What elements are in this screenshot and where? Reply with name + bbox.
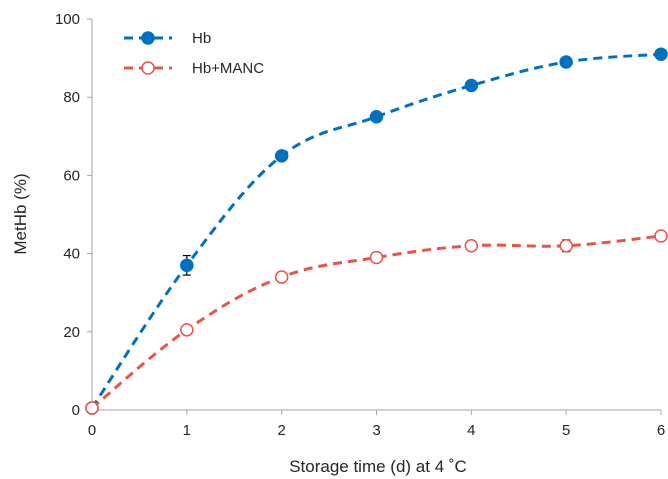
data-point xyxy=(654,229,668,243)
legend-marker xyxy=(141,31,155,45)
series-line xyxy=(90,52,662,409)
data-point xyxy=(274,270,289,284)
y-tick-label: 20 xyxy=(63,324,80,341)
data-point xyxy=(464,239,479,253)
y-tick-label: 0 xyxy=(72,402,80,419)
series-hb-manc xyxy=(85,229,668,415)
legend-label: Hb xyxy=(192,30,211,47)
legend-marker xyxy=(141,61,155,75)
x-axis-title: Storage time (d) at 4 ˚C xyxy=(289,457,467,476)
data-point xyxy=(180,258,194,273)
x-tick-label: 3 xyxy=(372,422,380,439)
x-tick-label: 4 xyxy=(467,422,475,439)
legend: Hb Hb+MANC xyxy=(124,30,264,77)
data-point xyxy=(85,401,99,415)
x-tick-label: 6 xyxy=(657,422,665,439)
data-point xyxy=(180,323,194,337)
x-tick-label: 1 xyxy=(183,422,191,439)
data-point xyxy=(369,250,384,265)
y-axis-title: MetHb (%) xyxy=(11,173,30,254)
series-hb xyxy=(85,47,668,415)
x-tick-label: 0 xyxy=(88,422,96,439)
x-tick-label: 2 xyxy=(277,422,285,439)
y-tick-label: 60 xyxy=(63,167,80,184)
series xyxy=(85,47,668,415)
data-point xyxy=(274,149,289,163)
data-point xyxy=(654,47,668,61)
y-tick-label: 100 xyxy=(55,11,80,28)
legend-label: Hb+MANC xyxy=(192,60,264,77)
data-point xyxy=(369,110,384,124)
y-tick-label: 80 xyxy=(63,89,80,106)
data-point xyxy=(464,78,479,93)
axes xyxy=(91,19,661,411)
data-point xyxy=(559,239,573,253)
data-point xyxy=(559,55,573,69)
x-tick-label: 5 xyxy=(562,422,570,439)
y-tick-label: 40 xyxy=(63,246,80,263)
